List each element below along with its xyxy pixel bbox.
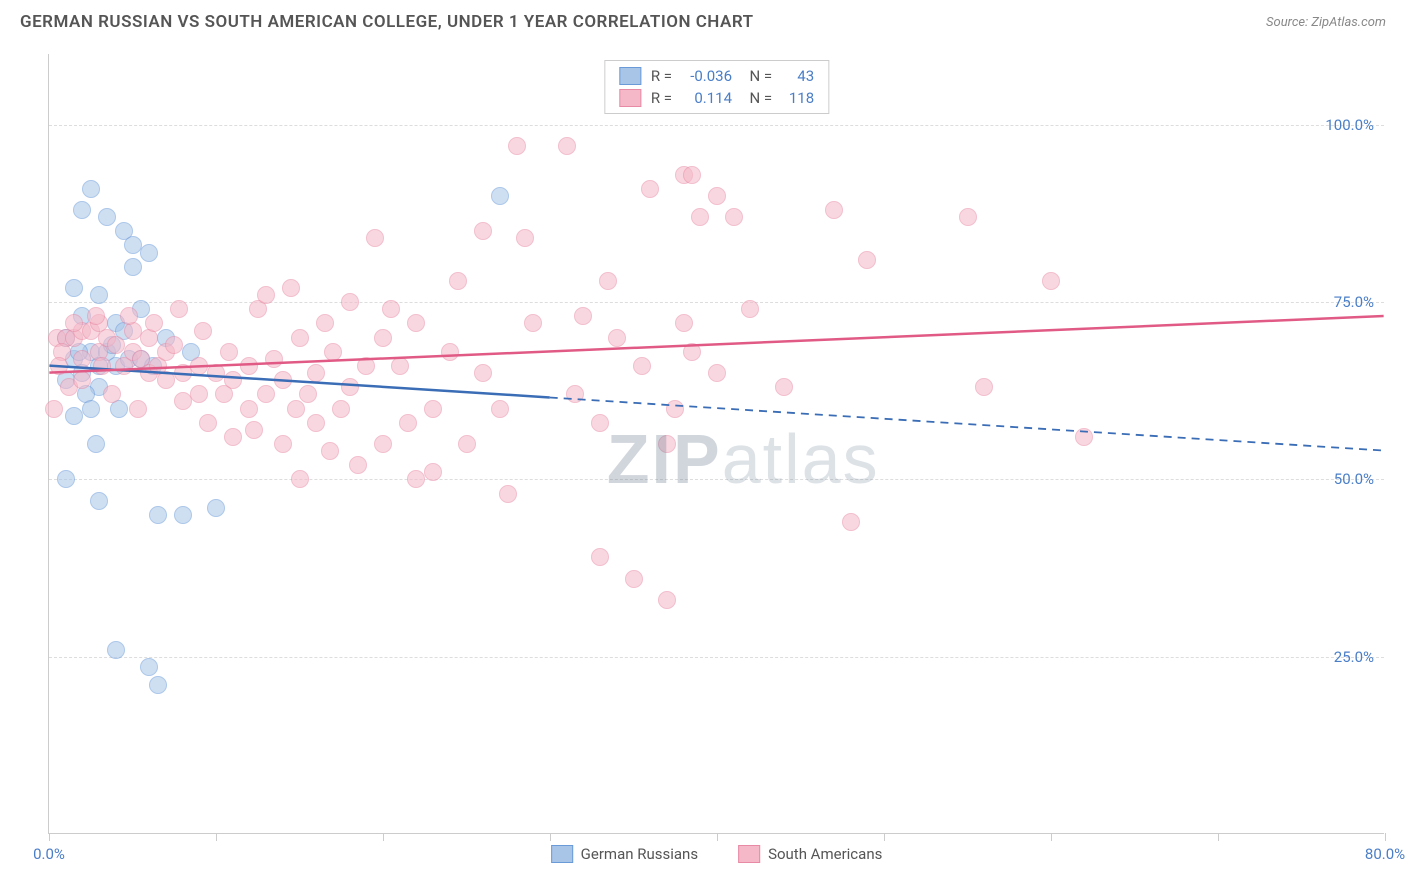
source-label: Source: ZipAtlas.com [1266,15,1386,30]
x-tick [1385,833,1386,841]
legend-swatch [619,89,641,107]
chart-title: GERMAN RUSSIAN VS SOUTH AMERICAN COLLEGE… [20,12,754,32]
chart-area: 25.0%50.0%75.0%100.0%0.0%80.0% ZIPatlas … [48,54,1384,834]
x-tick [1218,833,1219,841]
x-tick [884,833,885,841]
legend-swatch [619,67,641,85]
trend-line-solid [49,316,1383,373]
legend-label: German Russians [581,845,698,863]
x-tick-label: 0.0% [33,845,65,863]
x-tick [216,833,217,841]
x-tick [550,833,551,841]
stats-row: R = 0.114 N = 118 [619,87,814,109]
x-tick [49,833,50,841]
stat-r-label: R = [651,67,672,85]
stats-box: R = -0.036 N = 43 R = 0.114 N = 118 [604,60,829,114]
x-tick [717,833,718,841]
stat-n-label: N = [742,67,772,85]
x-tick [383,833,384,841]
stat-n-label: N = [742,89,772,107]
trend-lines [49,54,1384,833]
legend-label: South Americans [768,845,882,863]
stat-r-label: R = [651,89,672,107]
legend: German Russians South Americans [551,845,883,863]
stat-r-value: 0.114 [682,89,732,107]
legend-swatch [738,845,760,863]
legend-swatch [551,845,573,863]
x-tick-label: 80.0% [1365,845,1405,863]
x-tick [1051,833,1052,841]
stat-n-value: 43 [782,67,814,85]
stat-r-value: -0.036 [682,67,732,85]
stats-row: R = -0.036 N = 43 [619,65,814,87]
stat-n-value: 118 [782,89,814,107]
legend-item: South Americans [738,845,882,863]
trend-line-dashed [550,397,1384,450]
legend-item: German Russians [551,845,698,863]
